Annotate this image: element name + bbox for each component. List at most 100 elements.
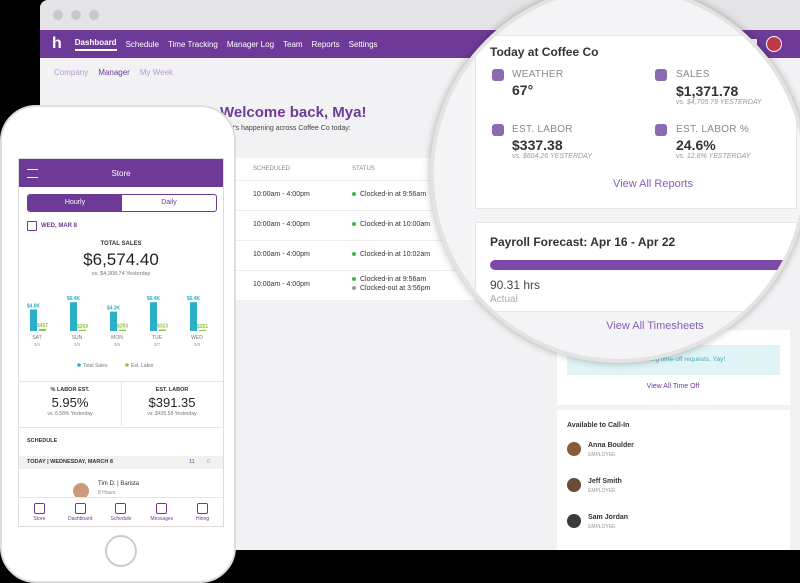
labor-pct-vs: vs. 12.8% YESTERDAY	[676, 153, 751, 160]
toggle: Hourly Daily	[27, 194, 217, 212]
payroll-title: Payroll Forecast: Apr 16 - Apr 22	[490, 235, 676, 249]
total-value: $6,574.40	[83, 250, 159, 269]
labor-icon	[492, 124, 504, 136]
sub-tab[interactable]: Company	[54, 68, 89, 77]
labor-label: EST. LABOR	[155, 387, 189, 393]
tab[interactable]: Store	[19, 503, 59, 522]
menu-icon	[27, 169, 38, 178]
bar-label: $323	[157, 324, 168, 330]
labor-pct-label: % LABOR EST.	[50, 387, 90, 393]
tab-label: Store	[33, 516, 46, 522]
window-dot	[89, 10, 99, 20]
sub-tab[interactable]: Manager	[98, 68, 130, 77]
nav-item[interactable]: Time Tracking	[167, 39, 218, 49]
person-name: Anna Boulder	[588, 442, 634, 449]
day-label: WED	[191, 335, 203, 341]
date-label: 3/6	[114, 342, 121, 347]
total-vs: vs. $4,308.74 Yesterday	[91, 271, 151, 277]
status: Clocked-in at 9:56am	[352, 191, 426, 198]
status: Clocked-in at 9:56am	[352, 276, 426, 283]
date-label: 3/7	[154, 342, 161, 347]
nav-item[interactable]: Schedule	[125, 39, 159, 49]
scheduled: 10:00am - 4:00pm	[253, 191, 310, 198]
time-off-message: No upcoming time-off requests. Yay!	[620, 356, 726, 363]
reports-link[interactable]: View All Reports	[613, 178, 693, 190]
tab[interactable]: Dashboard	[60, 503, 100, 522]
tab[interactable]: Schedule	[101, 503, 141, 522]
clock-count: 0	[207, 459, 211, 465]
weather-label: WEATHER	[512, 69, 564, 80]
element: Today at Coffee Co WEATHER 67° SALES $1,…	[434, 0, 800, 359]
count: 11	[189, 459, 195, 465]
divider-v	[121, 381, 122, 426]
magnifier: Today at Coffee Co WEATHER 67° SALES $1,…	[430, 0, 800, 363]
sales-value: $1,371.78	[676, 83, 739, 99]
labor-pct-label: EST. LABOR %	[676, 124, 750, 135]
date-label: 3/4	[34, 342, 41, 347]
table-header: STATUS	[352, 166, 375, 172]
tab[interactable]: Messages	[142, 503, 182, 522]
weather-icon	[492, 69, 504, 81]
home-button	[105, 535, 137, 567]
table-row: 10:00am - 4:00pm Clocked-in at 9:56am	[235, 180, 560, 210]
sub-tab[interactable]: My Week	[139, 68, 174, 77]
tab[interactable]: Hiring	[183, 503, 223, 522]
tab-icon	[115, 503, 127, 514]
schedule-label: SCHEDULE	[27, 438, 58, 444]
bar	[159, 329, 166, 331]
today-card	[475, 35, 797, 209]
status-text: Clocked-in at 9:56am	[360, 276, 427, 283]
today-title: Today at Coffee Co	[490, 45, 599, 59]
timesheets-link[interactable]: View All Timesheets	[606, 320, 704, 332]
table-row: 10:00am - 4:00pm Clocked-in at 9:56am Cloc…	[235, 270, 560, 300]
nav-item[interactable]: Dashboard	[74, 38, 117, 51]
table-header: SCHEDULED	[253, 166, 291, 172]
phone-date: WED, MAR 8	[41, 223, 77, 229]
bar	[150, 302, 157, 331]
labor-vs: vs. $604.26 YESTERDAY	[512, 153, 592, 160]
status-dot	[352, 192, 356, 197]
status-dot	[352, 286, 356, 291]
labor-pct-icon	[655, 124, 667, 136]
phone-header-bar	[19, 159, 223, 187]
scheduled: 10:00am - 4:00pm	[253, 221, 310, 228]
nav-item[interactable]: Manager Log	[226, 39, 275, 49]
bar	[79, 329, 86, 331]
status-dot	[352, 252, 356, 257]
sales-label: SALES	[676, 69, 710, 80]
date-label: 3/8	[194, 342, 201, 347]
status-dot	[352, 277, 356, 282]
person-avatar	[567, 514, 581, 528]
nav-item[interactable]: Reports	[311, 39, 340, 49]
person-avatar	[567, 478, 581, 492]
tab-label: Dashboard	[67, 516, 93, 522]
logo: h	[52, 35, 62, 52]
phone-header: Store	[111, 169, 131, 178]
tab-bar: Store Dashboard Schedule Messages Hiring	[19, 497, 223, 526]
time-off-link[interactable]: View All Time Off	[646, 383, 700, 390]
toggle-daily[interactable]: Daily	[161, 199, 177, 206]
bar	[199, 329, 206, 331]
bar-label: $6.4K	[147, 296, 161, 302]
legend-label: Total Sales	[83, 363, 108, 369]
person-name: Jeff Smith	[588, 478, 622, 485]
bar-label: $4.3K	[107, 306, 121, 312]
day-label: MON	[111, 335, 123, 341]
nav-item[interactable]: Team	[283, 39, 303, 49]
payroll-status: Actual	[490, 294, 518, 305]
calendar-icon	[27, 221, 37, 231]
status: Clocked-in at 10:02am	[352, 251, 430, 258]
today-bar	[19, 456, 223, 469]
status-text: Clocked-in at 9:56am	[360, 191, 427, 198]
bar-label: $269	[77, 324, 88, 330]
payroll-hours: 90.31 hrs	[490, 278, 541, 292]
shift-avatar	[73, 483, 89, 499]
labor-label: EST. LABOR	[512, 124, 573, 135]
shift-hours: 8 Hours	[98, 490, 116, 496]
nav-item[interactable]: Settings	[348, 39, 378, 49]
tab-icon	[156, 503, 168, 514]
labor-pct-vs: vs. 6.58% Yesterday	[47, 411, 93, 417]
labor-value: $337.38	[512, 137, 563, 153]
toggle-hourly[interactable]: Hourly	[28, 195, 122, 211]
